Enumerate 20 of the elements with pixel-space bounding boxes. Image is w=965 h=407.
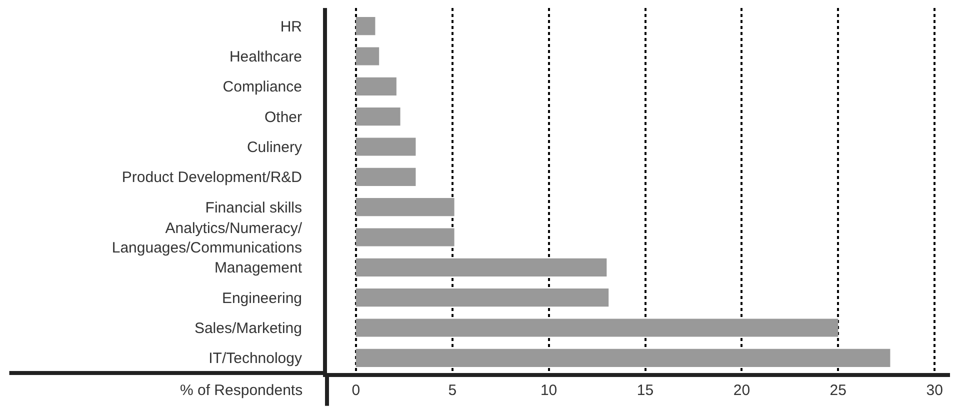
x-axis-title: % of Respondents — [180, 382, 303, 399]
y-tick-label: Product Development/R&D — [122, 169, 302, 186]
x-tick-label: 10 — [540, 382, 558, 399]
y-tick-label: Other — [264, 108, 302, 126]
y-tick-label: Compliance — [222, 78, 302, 96]
y-tick-label: Analytics/Numeracy/ Languages/Communications — [112, 220, 303, 256]
x-tick-label: 5 — [448, 382, 457, 399]
y-tick-label: Financial skills — [205, 199, 302, 216]
y-tick-label: IT/Technology — [208, 350, 302, 368]
y-tick-label: Culinery — [246, 139, 302, 156]
y-tick-label: Sales/Marketing — [194, 320, 302, 337]
x-tick-label: 30 — [926, 382, 943, 399]
x-tick-label: 0 — [352, 382, 360, 399]
x-tick-label: 20 — [733, 382, 750, 399]
x-tick-label: 15 — [636, 382, 654, 399]
y-tick-label: Management — [214, 260, 303, 277]
y-tick-label: HR — [280, 18, 302, 36]
y-tick-label: Engineering — [222, 290, 302, 307]
y-tick-label: Healthcare — [229, 48, 302, 66]
x-tick-label: 25 — [830, 382, 846, 399]
